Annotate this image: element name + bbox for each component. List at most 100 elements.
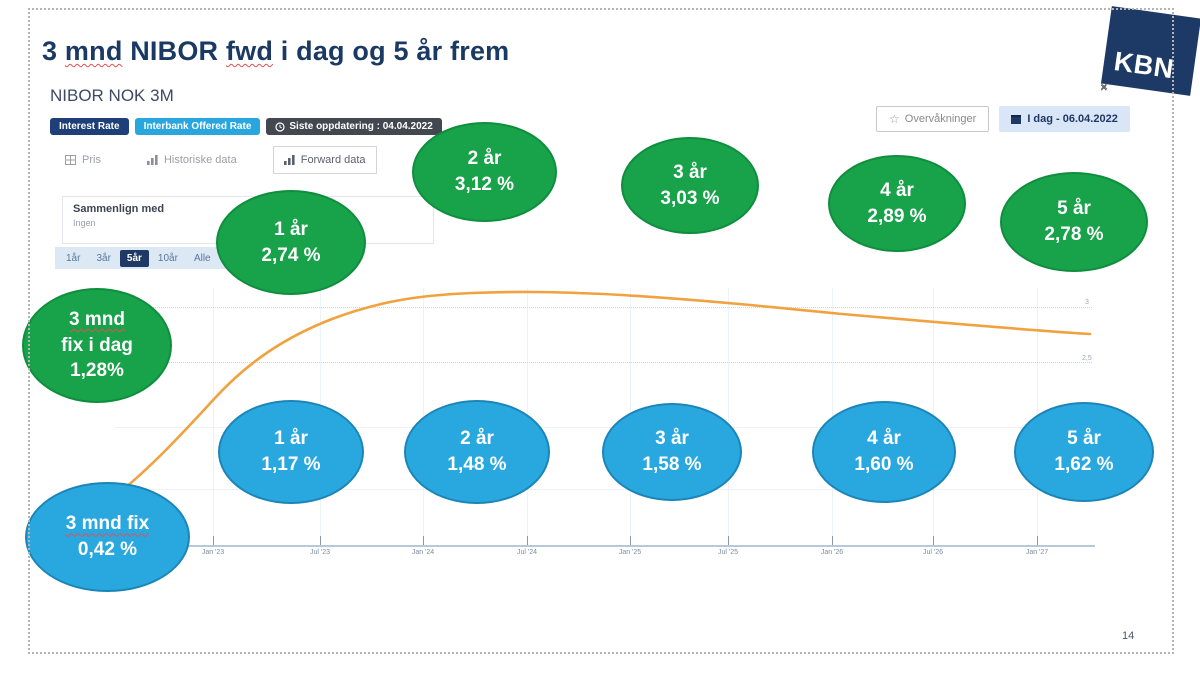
x-tick-label: Jan '26 (820, 549, 844, 556)
x-tick (832, 536, 833, 545)
green-bubble-3ar: 3 år 3,03 % (621, 137, 759, 234)
x-tick (630, 536, 631, 545)
range-3y-button[interactable]: 3år (96, 252, 111, 264)
kbn-logo-square: KBN (1101, 6, 1200, 96)
gridline (213, 288, 214, 545)
range-all-button[interactable]: Alle (193, 252, 211, 264)
title-part: 3 (42, 36, 65, 66)
title-part-misspelled: mnd (64, 36, 123, 66)
y-tick-label: 3 (1085, 299, 1089, 306)
instrument-name: NIBOR NOK 3M (50, 86, 174, 105)
x-tick (527, 536, 528, 545)
tab-pris[interactable]: Pris (55, 147, 111, 173)
bubble-label: 4 år (867, 428, 901, 450)
y-tick-label: 2,5 (1082, 355, 1092, 362)
bubble-label: 3 mnd fix (65, 513, 150, 535)
blue-bubble-1ar: 1 år 1,17 % (218, 400, 364, 504)
compare-value: Ingen (73, 218, 96, 228)
clock-icon (275, 121, 285, 132)
tab-forward-data-label: Forward data (300, 154, 366, 166)
kbn-logo: KBN (1101, 6, 1200, 98)
blue-bubble-4ar: 4 år 1,60 % (812, 401, 956, 503)
date-button-label: I dag - 06.04.2022 (1027, 113, 1118, 125)
bubble-label: 2 år (467, 148, 502, 170)
range-selector: 1år 3år 5år 10år Alle (55, 247, 267, 269)
watchlist-button[interactable]: ☆ Overvåkninger (876, 106, 990, 132)
tag-last-update-label: Siste oppdatering : 04.04.2022 (289, 121, 433, 132)
bubble-label: 1 år (274, 428, 308, 450)
logo-close-icon[interactable]: × (1100, 78, 1109, 94)
bubble-value: 2,78 % (1044, 224, 1104, 245)
x-tick-label: Jul '25 (717, 549, 738, 556)
bubble-value: 0,42 % (77, 539, 138, 560)
widget-close-icon[interactable]: × (1100, 80, 1108, 95)
bubble-label: 1 år (274, 218, 308, 240)
slide-dotted-border (28, 8, 1174, 654)
bubble-value: 1,17 % (261, 454, 321, 475)
tag-interbank-offered-rate: Interbank Offered Rate (134, 118, 261, 135)
green-bubble-4ar: 4 år 2,89 % (828, 155, 966, 252)
gridline (115, 307, 1092, 308)
tag-interest-rate: Interest Rate (50, 118, 129, 135)
x-tick-label: Jan '24 (411, 549, 435, 556)
table-grid-icon (65, 155, 76, 165)
gridline (115, 362, 1092, 363)
bar-chart-icon (283, 155, 295, 165)
compare-label: Sammenlign med (73, 203, 165, 215)
tab-forward-data[interactable]: Forward data (272, 146, 377, 174)
bubble-value: 1,62 % (1054, 454, 1114, 475)
bubble-label: 4 år (880, 179, 914, 201)
range-10y-button[interactable]: 10år (157, 252, 178, 264)
kbn-logo-text: KBN (1112, 46, 1176, 85)
bubble-value: 3,12 % (454, 174, 515, 195)
calendar-icon (1011, 114, 1022, 124)
watchlist-button-label: Overvåkninger (904, 113, 977, 125)
page-title: 3 mnd NIBOR fwd i dag og 5 år frem (42, 36, 509, 67)
green-bubble-2ar: 2 år 3,12 % (412, 122, 557, 222)
x-axis (115, 545, 1095, 547)
x-tick (933, 536, 934, 545)
bar-chart-icon (146, 155, 158, 165)
bubble-value: 2,74 % (261, 244, 321, 266)
gridline (728, 288, 729, 545)
green-bubble-3mnd-fix-idag: 3 mnd fix i dag 1,28% (22, 288, 172, 403)
x-tick-label: Jan '27 (1025, 549, 1049, 556)
star-icon: ☆ (889, 112, 900, 126)
blue-bubble-2ar: 2 år 1,48 % (404, 400, 550, 504)
tab-bar: Pris Historiske data Forward data (55, 146, 377, 174)
bubble-label: 5 år (1057, 198, 1091, 220)
title-part-misspelled: fwd (225, 36, 274, 66)
x-tick-label: Jan '25 (618, 549, 642, 556)
x-tick (320, 536, 321, 545)
green-bubble-5ar: 5 år 2,78 % (1000, 172, 1148, 272)
x-tick-label: Jul '23 (309, 549, 330, 556)
green-bubble-1ar: 1 år 2,74 % (216, 190, 366, 295)
blue-bubble-3mnd-fix: 3 mnd fix 0,42 % (25, 482, 190, 592)
x-tick (213, 536, 214, 545)
blue-bubble-5ar: 5 år 1,62 % (1014, 402, 1154, 502)
x-tick (728, 536, 729, 545)
tab-historiske-data[interactable]: Historiske data (137, 147, 247, 173)
x-tick (1037, 536, 1038, 545)
blue-bubble-3ar: 3 år 1,58 % (602, 403, 742, 501)
bubble-value: 3,03 % (660, 187, 720, 209)
bubble-value: 1,48 % (447, 454, 507, 475)
x-tick (423, 536, 424, 545)
bubble-label: 3 år (655, 428, 689, 450)
range-1y-button[interactable]: 1år (66, 252, 81, 264)
bubble-value: 1,60 % (854, 454, 914, 475)
bubble-label: 3 år (673, 161, 707, 183)
tag-last-update: Siste oppdatering : 04.04.2022 (266, 118, 442, 135)
bubble-line: 3 mnd (69, 309, 125, 331)
bubble-value: 2,89 % (867, 205, 927, 227)
title-part: NIBOR (122, 36, 226, 66)
bubble-line: fix i dag (61, 334, 133, 356)
bubble-value: 1,58 % (642, 454, 702, 475)
date-button[interactable]: I dag - 06.04.2022 (999, 106, 1130, 132)
x-tick-label: Jul '24 (516, 549, 537, 556)
tab-historiske-data-label: Historiske data (163, 154, 237, 166)
range-5y-button[interactable]: 5år (119, 249, 149, 267)
x-tick-label: Jan '23 (201, 549, 225, 556)
